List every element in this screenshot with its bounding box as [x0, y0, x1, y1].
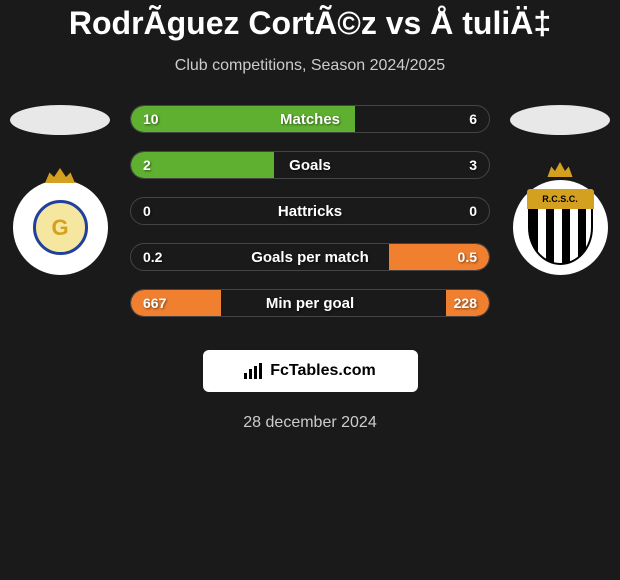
brand-badge[interactable]: FcTables.com — [203, 350, 418, 392]
stat-label: Hattricks — [278, 203, 342, 220]
stat-row: 667 228 Min per goal — [130, 289, 490, 317]
stat-label: Min per goal — [266, 295, 354, 312]
team-left-side: G — [5, 105, 115, 275]
stat-value-right: 0.5 — [458, 249, 477, 265]
stat-row: 2 3 Goals — [130, 151, 490, 179]
stat-row: 0 0 Hattricks — [130, 197, 490, 225]
page-title: RodrÃ­guez CortÃ©z vs Å tuliÄ‡ — [0, 5, 620, 42]
stat-value-left: 2 — [143, 157, 151, 173]
stat-bar-left — [131, 152, 274, 178]
main-container: RodrÃ­guez CortÃ©z vs Å tuliÄ‡ Club comp… — [0, 0, 620, 432]
rcsc-badge: R.C.S.C. — [513, 180, 608, 275]
brand-text: FcTables.com — [270, 362, 376, 380]
stat-label: Goals per match — [251, 249, 369, 266]
stat-value-left: 10 — [143, 111, 159, 127]
stat-value-right: 228 — [454, 295, 477, 311]
crown-icon — [45, 168, 75, 183]
chart-icon — [244, 363, 264, 379]
stat-value-left: 0.2 — [143, 249, 162, 265]
stat-value-right: 6 — [469, 111, 477, 127]
stat-row: 10 6 Matches — [130, 105, 490, 133]
footer-date: 28 december 2024 — [0, 414, 620, 432]
usg-badge: G — [13, 180, 108, 275]
stat-value-right: 3 — [469, 157, 477, 173]
stat-value-left: 0 — [143, 203, 151, 219]
team-right-side: R.C.S.C. — [505, 105, 615, 275]
team-right-flag — [510, 105, 610, 135]
stat-value-right: 0 — [469, 203, 477, 219]
rcsc-badge-text: R.C.S.C. — [527, 189, 594, 209]
usg-badge-text: G — [51, 215, 68, 241]
crown-icon — [548, 162, 573, 177]
rcsc-shield: R.C.S.C. — [528, 190, 593, 265]
stat-row: 0.2 0.5 Goals per match — [130, 243, 490, 271]
comparison-content: G 10 6 Matches 2 3 Goals 0 0 Hattricks 0.2 0.5 Goal… — [0, 105, 620, 335]
team-left-flag — [10, 105, 110, 135]
stat-label: Goals — [289, 157, 331, 174]
usg-badge-ring: G — [33, 200, 88, 255]
stats-section: 10 6 Matches 2 3 Goals 0 0 Hattricks 0.2 0.5 Goals … — [115, 105, 505, 335]
stat-value-left: 667 — [143, 295, 166, 311]
page-subtitle: Club competitions, Season 2024/2025 — [0, 57, 620, 75]
stat-label: Matches — [280, 111, 340, 128]
